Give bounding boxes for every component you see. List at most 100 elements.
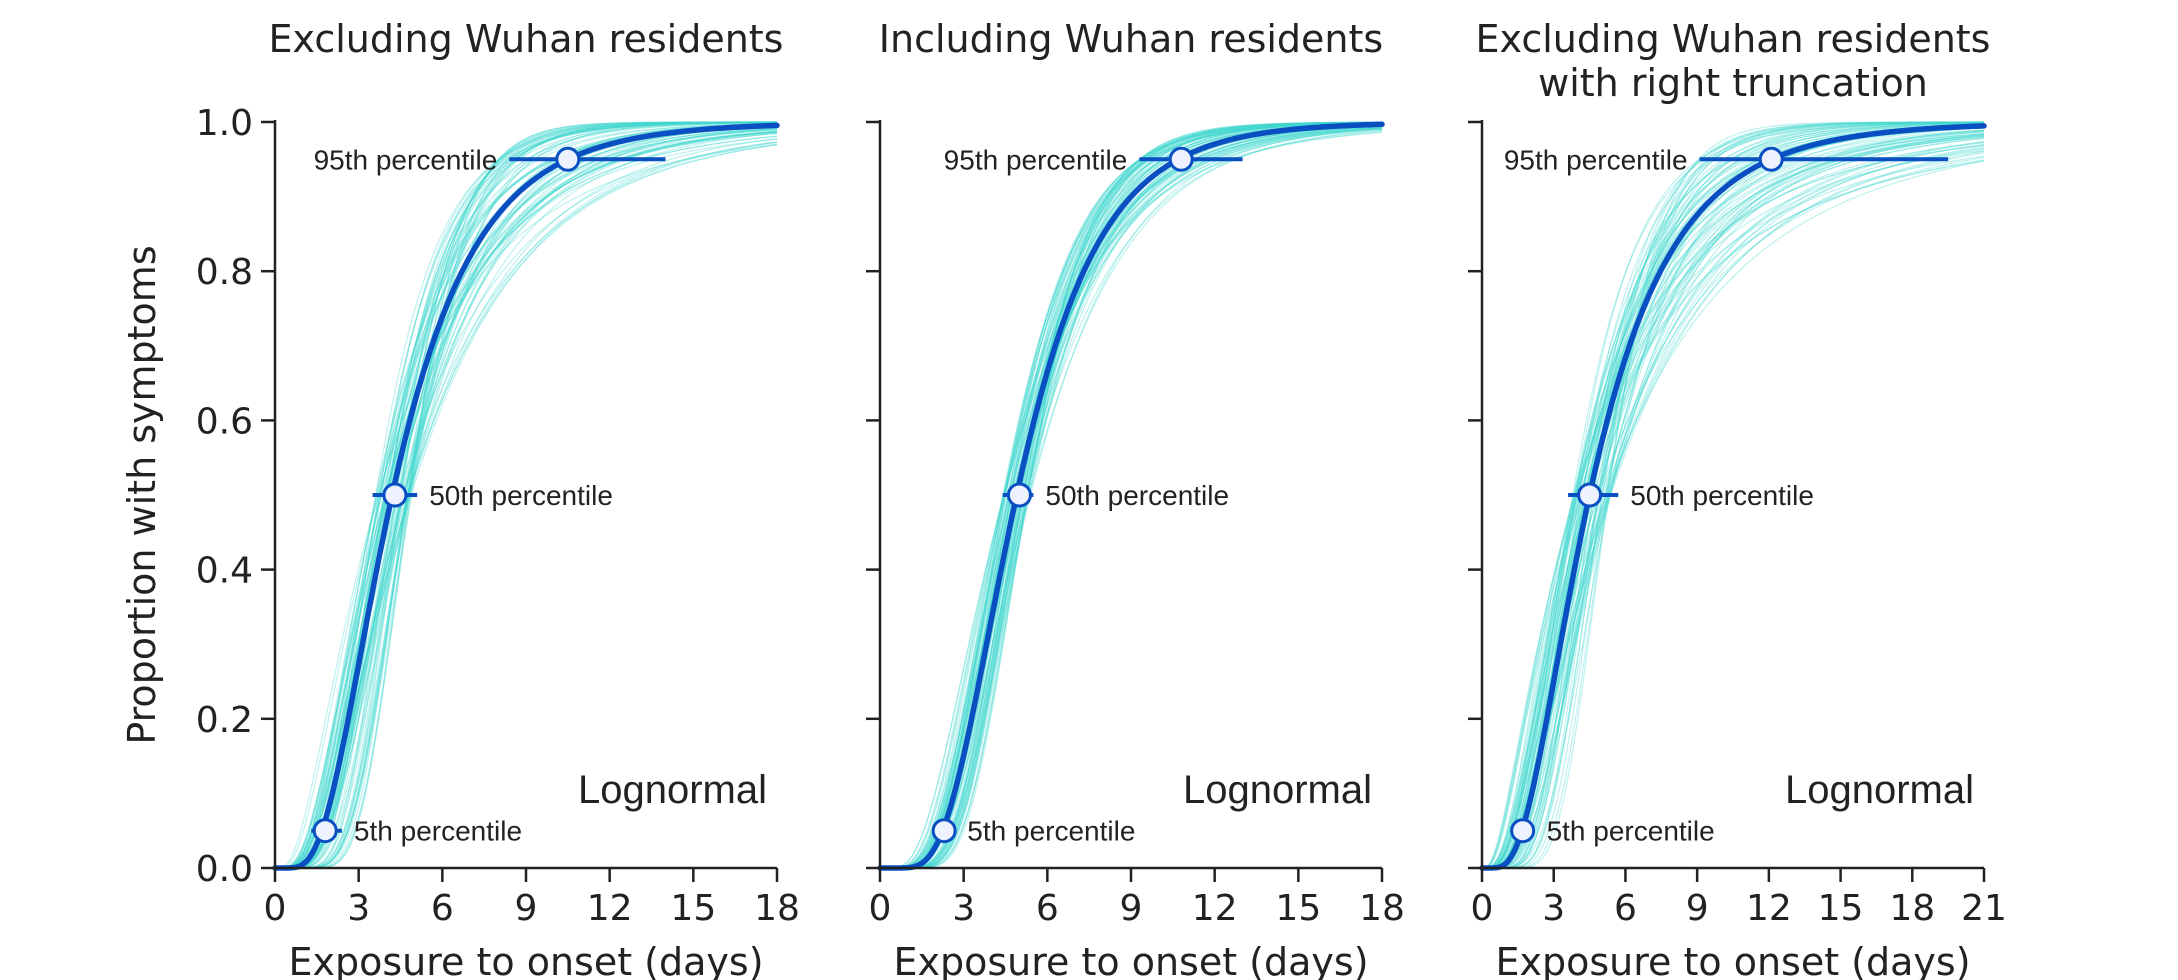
x-axis-label: Exposure to onset (days) xyxy=(288,940,763,980)
posterior-sample-line xyxy=(1482,134,1985,869)
x-tick-label: 3 xyxy=(347,888,370,929)
y-tick-label: 0.8 xyxy=(196,252,253,293)
posterior-sample-line xyxy=(275,121,777,869)
posterior-sample-line xyxy=(1482,133,1985,869)
posterior-sample-line xyxy=(880,125,1383,869)
percentile-point xyxy=(1168,146,1194,172)
posterior-sample-line xyxy=(275,131,778,869)
posterior-sample-line xyxy=(880,122,1382,869)
x-tick-label: 21 xyxy=(1961,888,2007,929)
posterior-sample-line xyxy=(880,126,1383,869)
posterior-sample-line xyxy=(275,130,778,869)
posterior-sample-line xyxy=(880,122,1383,869)
posterior-sample-line xyxy=(1482,146,1985,869)
posterior-sample-line xyxy=(1482,150,1985,869)
posterior-sample-line xyxy=(275,141,778,869)
posterior-sample-line xyxy=(1482,136,1985,869)
posterior-sample-line xyxy=(275,121,777,869)
x-tick-label: 15 xyxy=(1818,888,1864,929)
posterior-sample-line xyxy=(1482,121,1984,869)
posterior-sample-line xyxy=(1482,129,1985,869)
distribution-label: Lognormal xyxy=(1183,768,1372,812)
posterior-sample-line xyxy=(1482,122,1984,869)
posterior-sample-line xyxy=(275,129,778,869)
percentile-point xyxy=(931,818,957,844)
posterior-sample-line xyxy=(1482,129,1985,869)
percentile-point xyxy=(1577,482,1603,508)
posterior-sample-line xyxy=(1482,130,1985,869)
posterior-sample-line xyxy=(275,121,777,869)
posterior-sample-line xyxy=(275,121,777,869)
posterior-sample-line xyxy=(1482,127,1985,869)
percentile-marker: 50th percentile xyxy=(372,480,613,511)
posterior-sample-line xyxy=(275,135,778,869)
distribution-label: Lognormal xyxy=(578,768,767,812)
posterior-sample-line xyxy=(1482,122,1984,869)
x-tick-label: 9 xyxy=(1120,888,1143,929)
posterior-sample-line xyxy=(275,131,778,869)
posterior-sample-line xyxy=(1482,121,1984,869)
posterior-sample-line xyxy=(275,121,777,869)
percentile-label: 5th percentile xyxy=(967,816,1135,847)
posterior-sample-line xyxy=(880,122,1383,869)
posterior-sample-line xyxy=(880,128,1383,869)
y-tick-label: 1.0 xyxy=(196,103,253,144)
posterior-sample-line xyxy=(880,121,1382,869)
posterior-sample-line xyxy=(275,128,778,869)
posterior-sample-line xyxy=(880,122,1382,869)
posterior-sample-line xyxy=(880,127,1383,869)
posterior-sample-line xyxy=(275,132,778,869)
x-tick-label: 0 xyxy=(869,888,892,929)
posterior-sample-line xyxy=(1481,150,1985,869)
posterior-sample-line xyxy=(880,121,1382,869)
posterior-sample-line xyxy=(880,121,1382,869)
posterior-sample-line xyxy=(275,121,777,869)
posterior-sample-line xyxy=(1482,141,1985,869)
posterior-sample-line xyxy=(275,138,778,869)
posterior-sample-line xyxy=(275,135,778,869)
posterior-sample-line xyxy=(1482,122,1984,869)
percentile-label: 95th percentile xyxy=(1504,144,1688,175)
posterior-sample-line xyxy=(1482,135,1985,869)
posterior-sample-line xyxy=(880,127,1383,869)
posterior-sample-line xyxy=(1482,121,1985,869)
posterior-sample-line xyxy=(880,121,1382,869)
chart-title-line: Excluding Wuhan residents xyxy=(1476,17,1991,61)
posterior-sample-line xyxy=(275,121,777,869)
posterior-sample-line xyxy=(275,131,778,869)
posterior-sample-line xyxy=(880,127,1383,869)
x-tick-label: 9 xyxy=(515,888,538,929)
percentile-marker: 5th percentile xyxy=(1510,816,1715,847)
posterior-sample-line xyxy=(275,131,778,869)
percentile-marker: 5th percentile xyxy=(931,816,1135,847)
x-tick-label: 12 xyxy=(587,888,633,929)
posterior-sample-line xyxy=(1481,159,1985,869)
x-axis-label: Exposure to onset (days) xyxy=(893,940,1368,980)
posterior-sample-line xyxy=(880,122,1382,869)
posterior-sample-line xyxy=(275,121,777,869)
y-tick-label: 0.6 xyxy=(196,401,253,442)
posterior-sample-line xyxy=(275,121,777,869)
posterior-sample-line xyxy=(880,125,1383,869)
percentile-label: 95th percentile xyxy=(944,144,1128,175)
posterior-sample-line xyxy=(880,121,1382,869)
posterior-sample-line xyxy=(880,121,1382,869)
posterior-sample-line xyxy=(880,121,1382,869)
posterior-sample-line xyxy=(1482,148,1985,869)
percentile-label: 5th percentile xyxy=(354,816,522,847)
posterior-sample-line xyxy=(275,121,777,869)
posterior-sample-line xyxy=(275,121,777,869)
y-tick-label: 0.4 xyxy=(196,551,253,592)
posterior-sample-line xyxy=(275,121,777,869)
x-tick-label: 15 xyxy=(1275,888,1321,929)
percentile-label: 95th percentile xyxy=(314,144,498,175)
posterior-sample-line xyxy=(880,122,1383,869)
percentile-label: 50th percentile xyxy=(1630,480,1814,511)
posterior-sample-line xyxy=(1482,122,1984,869)
x-tick-label: 3 xyxy=(952,888,975,929)
posterior-sample-line xyxy=(1482,123,1985,869)
posterior-sample-line xyxy=(275,121,777,869)
distribution-label: Lognormal xyxy=(1785,768,1974,812)
posterior-sample-line xyxy=(1482,121,1984,869)
